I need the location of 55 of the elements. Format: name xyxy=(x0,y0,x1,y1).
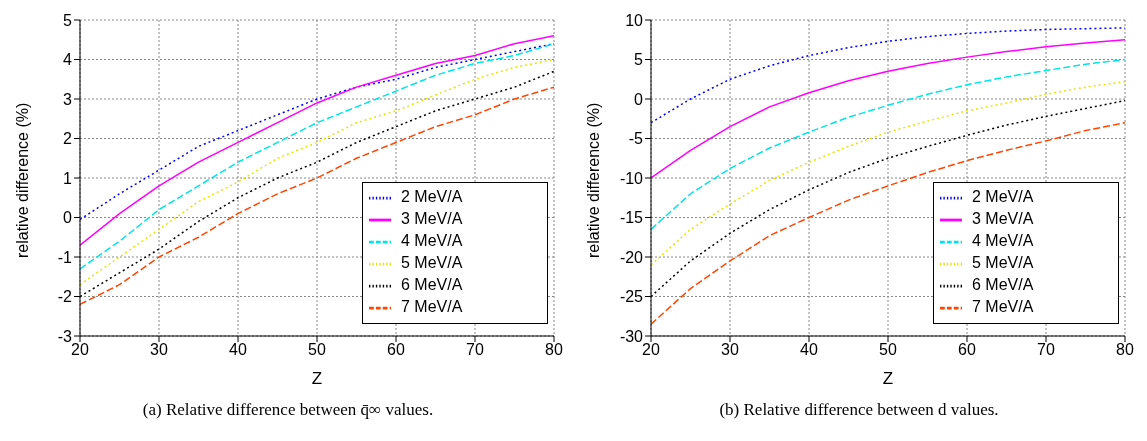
text: (b) Relative difference between d values. xyxy=(718,400,1000,420)
legend-label: 2 MeV/A xyxy=(972,188,1034,206)
legend-label: 7 MeV/A xyxy=(972,298,1034,316)
x-tick-label: 50 xyxy=(308,341,326,359)
legend-label: 7 MeV/A xyxy=(401,298,463,316)
legend-label: 6 MeV/A xyxy=(972,276,1034,294)
x-tick-label: 40 xyxy=(800,341,818,359)
line-series xyxy=(651,80,1125,266)
legend-label: 3 MeV/A xyxy=(972,210,1034,228)
y-tick-label: 0 xyxy=(634,90,644,108)
y-tick-label: -30 xyxy=(619,327,644,345)
y-tick-label: -25 xyxy=(619,288,644,306)
x-tick-label: 60 xyxy=(958,341,976,359)
legend-label: 6 MeV/A xyxy=(401,276,463,294)
x-tick-label: 20 xyxy=(71,341,89,359)
y-tick-label: -15 xyxy=(619,209,644,227)
y-tick-label: -5 xyxy=(628,130,644,148)
legend-label: 5 MeV/A xyxy=(972,254,1034,272)
y-tick-label: -3 xyxy=(57,327,73,345)
x-tick-label: 40 xyxy=(229,341,247,359)
x-tick-label: 50 xyxy=(879,341,897,359)
x-tick-label: 30 xyxy=(721,341,739,359)
x-tick-label: 20 xyxy=(642,341,660,359)
y-axis-title: relative difference (%) xyxy=(584,102,602,258)
legend-label: 2 MeV/A xyxy=(401,188,463,206)
y-tick-label: 5 xyxy=(63,11,73,29)
y-tick-label: 4 xyxy=(63,51,73,69)
y-axis-title: relative difference (%) xyxy=(13,102,31,258)
legend-label: 4 MeV/A xyxy=(401,232,463,250)
x-axis-title: Z xyxy=(311,369,323,388)
y-tick-label: -10 xyxy=(619,169,644,187)
y-tick-label: -2 xyxy=(57,288,73,306)
y-tick-label: 0 xyxy=(63,209,73,227)
x-tick-label: 60 xyxy=(387,341,405,359)
y-tick-label: 2 xyxy=(63,130,73,148)
y-tick-label: -1 xyxy=(57,248,73,266)
y-tick-label: -20 xyxy=(619,248,644,266)
x-tick-label: 80 xyxy=(1116,341,1134,359)
y-tick-label: 3 xyxy=(63,90,73,108)
y-tick-label: 10 xyxy=(625,11,644,29)
y-tick-label: 1 xyxy=(63,169,73,187)
x-tick-label: 80 xyxy=(545,341,563,359)
line-series xyxy=(651,39,1125,179)
line-series xyxy=(651,58,1125,231)
legend-label: 5 MeV/A xyxy=(401,254,463,272)
text: (a) Relative difference between q̄∞ values. xyxy=(141,400,435,420)
legend-label: 4 MeV/A xyxy=(972,232,1034,250)
y-tick-label: 5 xyxy=(634,51,644,69)
legend-label: 3 MeV/A xyxy=(401,210,463,228)
line-series xyxy=(651,121,1125,325)
x-tick-label: 70 xyxy=(1037,341,1055,359)
x-axis-title: Z xyxy=(882,369,894,388)
line-series xyxy=(651,27,1125,124)
x-tick-label: 30 xyxy=(150,341,168,359)
x-tick-label: 70 xyxy=(466,341,484,359)
